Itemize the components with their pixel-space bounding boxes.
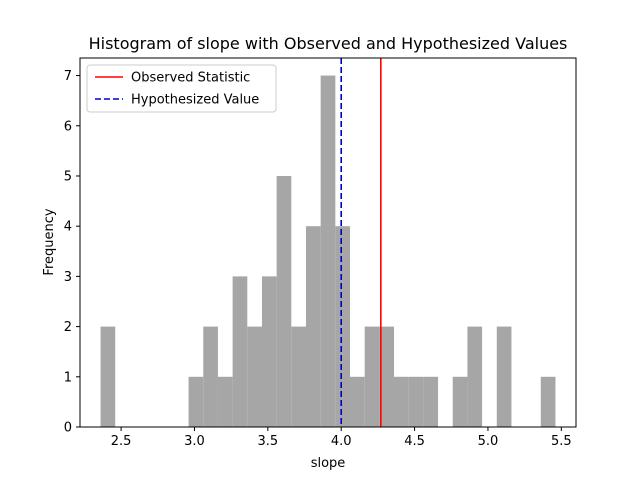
x-tick-label: 5.5	[551, 434, 572, 449]
histogram-bar	[305, 226, 321, 427]
histogram-bar	[276, 175, 292, 427]
chart-title: Histogram of slope with Observed and Hyp…	[89, 34, 568, 53]
histogram-bar	[496, 326, 512, 427]
x-axis-label: slope	[311, 456, 346, 471]
y-tick-label: 2	[64, 320, 72, 335]
y-tick-label: 1	[64, 370, 72, 385]
histogram-bar	[247, 326, 262, 427]
bars-group	[100, 75, 556, 428]
y-tick-label: 7	[64, 69, 72, 84]
y-axis-ticks: 0 1 2 3 4 5 6 7	[64, 69, 80, 436]
y-tick-label: 4	[64, 220, 72, 235]
legend-label: Hypothesized Value	[131, 93, 259, 108]
x-tick-label: 4.0	[331, 434, 352, 449]
plot-frame	[79, 57, 577, 428]
y-tick-label: 0	[64, 421, 72, 436]
x-tick-label: 3.5	[257, 434, 278, 449]
y-tick-label: 6	[64, 119, 72, 134]
histogram-bar	[232, 276, 248, 427]
x-axis-ticks: 2.5 3.0 3.5 4.0 4.5 5.0 5.5	[111, 427, 572, 449]
histogram-bar	[467, 326, 483, 427]
histogram-bar	[188, 376, 204, 427]
legend-label: Observed Statistic	[131, 71, 250, 86]
histogram-bar	[540, 376, 556, 427]
reference-lines-group	[340, 58, 382, 427]
histogram-bar	[364, 326, 380, 427]
x-tick-label: 2.5	[111, 434, 132, 449]
histogram-bar	[320, 75, 336, 428]
histogram-bar	[379, 326, 395, 427]
histogram-bar	[408, 376, 424, 427]
legend: Observed Statistic Hypothesized Value	[86, 64, 277, 113]
histogram-bar	[217, 376, 233, 427]
histogram-bar	[423, 376, 439, 427]
x-tick-label: 5.0	[478, 434, 499, 449]
y-tick-label: 3	[64, 270, 72, 285]
histogram-bar	[203, 326, 218, 427]
histogram-bar	[452, 376, 468, 427]
histogram-bar	[350, 376, 365, 427]
histogram-bar	[261, 276, 277, 427]
histogram-bar	[100, 326, 116, 427]
histogram-bar	[394, 376, 409, 427]
histogram-bar	[335, 226, 351, 427]
x-tick-label: 3.0	[184, 434, 205, 449]
histogram-bar	[291, 326, 306, 427]
legend-box	[86, 64, 277, 113]
x-tick-label: 4.5	[404, 434, 425, 449]
y-tick-label: 5	[64, 169, 72, 184]
y-axis-label: Frequency	[42, 208, 57, 275]
